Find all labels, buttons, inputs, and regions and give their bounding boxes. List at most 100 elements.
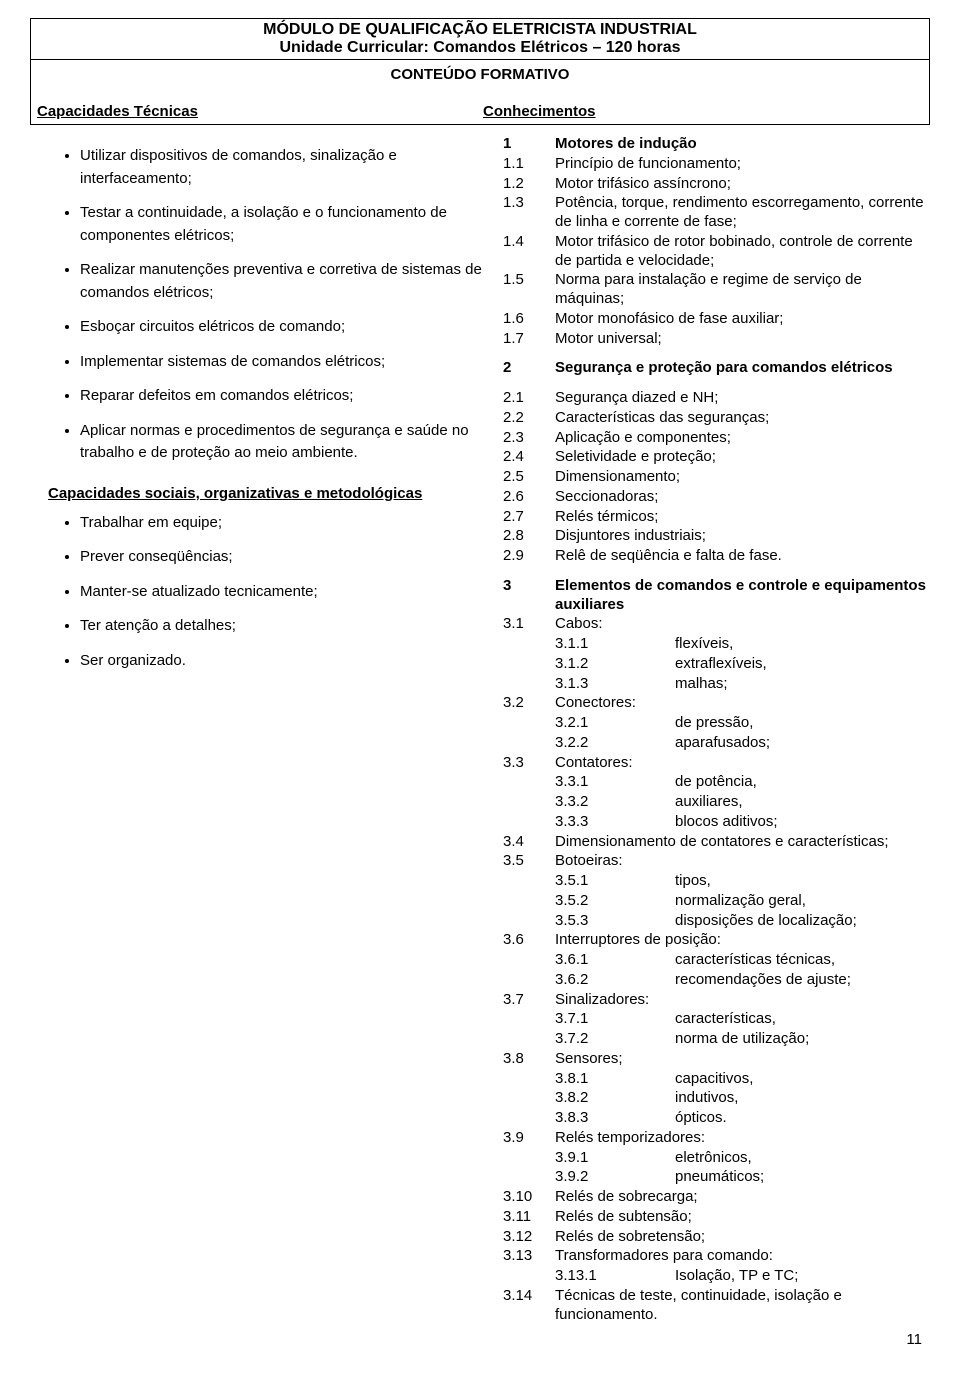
knowledge-line: 3.8Sensores; xyxy=(503,1050,930,1069)
knowledge-line: 3Elementos de comandos e controle e equi… xyxy=(503,577,930,615)
knowledge-line: 3.3Contatores: xyxy=(503,754,930,773)
knowledge-text: características técnicas, xyxy=(675,951,930,970)
cap-soc-item: Trabalhar em equipe; xyxy=(80,512,485,535)
knowledge-num: 1.3 xyxy=(503,194,555,232)
cap-tec-item: Aplicar normas e procedimentos de segura… xyxy=(80,420,485,465)
knowledge-text: Seccionadoras; xyxy=(555,488,930,507)
knowledge-line: 3.7Sinalizadores: xyxy=(503,991,930,1010)
knowledge-text: Elementos de comandos e controle e equip… xyxy=(555,577,930,615)
knowledge-text: de potência, xyxy=(675,773,930,792)
cap-soc-item: Ser organizado. xyxy=(80,650,485,673)
knowledge-text: recomendações de ajuste; xyxy=(675,971,930,990)
content-title: CONTEÚDO FORMATIVO xyxy=(37,66,923,103)
knowledge-line: 1.5Norma para instalação e regime de ser… xyxy=(503,271,930,309)
knowledge-line: 3.6Interruptores de posição: xyxy=(503,931,930,950)
knowledge-line: 3.2Conectores: xyxy=(503,694,930,713)
cap-soc-item: Manter-se atualizado tecnicamente; xyxy=(80,581,485,604)
knowledge-num: 3.7 xyxy=(503,991,555,1010)
knowledge-num: 3.7.2 xyxy=(503,1030,675,1049)
knowledge-text: Dimensionamento; xyxy=(555,468,930,487)
knowledge-text: Transformadores para comando: xyxy=(555,1247,930,1266)
knowledge-text: de pressão, xyxy=(675,714,930,733)
module-title: MÓDULO DE QUALIFICAÇÃO ELETRICISTA INDUS… xyxy=(37,21,923,39)
knowledge-text: Motor universal; xyxy=(555,330,930,349)
knowledge-text: Motor trifásico de rotor bobinado, contr… xyxy=(555,233,930,271)
knowledge-num: 3 xyxy=(503,577,555,615)
knowledge-text: pneumáticos; xyxy=(675,1168,930,1187)
knowledge-num: 3.2.2 xyxy=(503,734,675,753)
two-column-body: Utilizar dispositivos de comandos, sinal… xyxy=(48,135,930,1325)
knowledge-num: 1.1 xyxy=(503,155,555,174)
knowledge-line: 3.8.1capacitivos, xyxy=(503,1070,930,1089)
knowledge-line: 3.3.2auxiliares, xyxy=(503,793,930,812)
knowledge-line: 3.9.2pneumáticos; xyxy=(503,1168,930,1187)
knowledge-line: 2.5Dimensionamento; xyxy=(503,468,930,487)
knowledge-text: Cabos: xyxy=(555,615,930,634)
knowledge-text: Norma para instalação e regime de serviç… xyxy=(555,271,930,309)
knowledge-line: 3.14Técnicas de teste, continuidade, iso… xyxy=(503,1287,930,1325)
knowledge-line: 3.1.3malhas; xyxy=(503,675,930,694)
subtitle-box: CONTEÚDO FORMATIVO Capacidades Técnicas … xyxy=(30,60,930,125)
knowledge-line: 3.5.3disposições de localização; xyxy=(503,912,930,931)
knowledge-line: 3.1.2extraflexíveis, xyxy=(503,655,930,674)
knowledge-list: 1Motores de indução1.1Princípio de funci… xyxy=(503,135,930,1324)
knowledge-line: 3.5Botoeiras: xyxy=(503,852,930,871)
knowledge-line: 1.7Motor universal; xyxy=(503,330,930,349)
knowledge-num: 3.2.1 xyxy=(503,714,675,733)
knowledge-line: 2.6Seccionadoras; xyxy=(503,488,930,507)
knowledge-line: 3.13.1Isolação, TP e TC; xyxy=(503,1267,930,1286)
knowledge-text: Técnicas de teste, continuidade, isolaçã… xyxy=(555,1287,930,1325)
knowledge-line: 3.4Dimensionamento de contatores e carac… xyxy=(503,833,930,852)
knowledge-line: 1.4Motor trifásico de rotor bobinado, co… xyxy=(503,233,930,271)
knowledge-text: Contatores: xyxy=(555,754,930,773)
knowledge-num: 2.3 xyxy=(503,429,555,448)
cap-tec-item: Testar a continuidade, a isolação e o fu… xyxy=(80,202,485,247)
knowledge-num: 2.1 xyxy=(503,389,555,408)
cap-soc-item: Ter atenção a detalhes; xyxy=(80,615,485,638)
knowledge-text: norma de utilização; xyxy=(675,1030,930,1049)
knowledge-text: Relés térmicos; xyxy=(555,508,930,527)
knowledge-num: 3.9.2 xyxy=(503,1168,675,1187)
knowledge-num: 3.1 xyxy=(503,615,555,634)
knowledge-text: Relés de sobretensão; xyxy=(555,1228,930,1247)
knowledge-num: 1 xyxy=(503,135,555,154)
knowledge-text: Sinalizadores: xyxy=(555,991,930,1010)
knowledge-text: Relés de sobrecarga; xyxy=(555,1188,930,1207)
knowledge-line: 1.6Motor monofásico de fase auxiliar; xyxy=(503,310,930,329)
knowledge-num: 3.6 xyxy=(503,931,555,950)
knowledge-num: 2.6 xyxy=(503,488,555,507)
knowledge-num: 1.6 xyxy=(503,310,555,329)
knowledge-num: 2.5 xyxy=(503,468,555,487)
knowledge-gap xyxy=(503,567,930,577)
knowledge-line: 2.7Relés térmicos; xyxy=(503,508,930,527)
knowledge-text: Relê de seqüência e falta de fase. xyxy=(555,547,930,566)
cap-tec-item: Esboçar circuitos elétricos de comando; xyxy=(80,316,485,339)
knowledge-num: 1.7 xyxy=(503,330,555,349)
knowledge-line: 3.2.1de pressão, xyxy=(503,714,930,733)
knowledge-text: Aplicação e componentes; xyxy=(555,429,930,448)
knowledge-num: 2.8 xyxy=(503,527,555,546)
knowledge-text: Botoeiras: xyxy=(555,852,930,871)
knowledge-num: 3.3.1 xyxy=(503,773,675,792)
knowledge-num: 3.5 xyxy=(503,852,555,871)
knowledge-text: Potência, torque, rendimento escorregame… xyxy=(555,194,930,232)
knowledge-text: tipos, xyxy=(675,872,930,891)
knowledge-num: 3.5.2 xyxy=(503,892,675,911)
knowledge-line: 2.3Aplicação e componentes; xyxy=(503,429,930,448)
knowledge-num: 3.5.3 xyxy=(503,912,675,931)
knowledge-num: 2.4 xyxy=(503,448,555,467)
knowledge-line: 2.8Disjuntores industriais; xyxy=(503,527,930,546)
knowledge-line: 2.2Características das seguranças; xyxy=(503,409,930,428)
knowledge-num: 1.4 xyxy=(503,233,555,271)
knowledge-num: 3.13.1 xyxy=(503,1267,675,1286)
knowledge-text: Dimensionamento de contatores e caracter… xyxy=(555,833,930,852)
knowledge-text: malhas; xyxy=(675,675,930,694)
cap-soc-list: Trabalhar em equipe;Prever conseqüências… xyxy=(58,512,485,673)
knowledge-text: blocos aditivos; xyxy=(675,813,930,832)
page: MÓDULO DE QUALIFICAÇÃO ELETRICISTA INDUS… xyxy=(0,0,960,1378)
knowledge-num: 3.9.1 xyxy=(503,1149,675,1168)
knowledge-text: Relés de subtensão; xyxy=(555,1208,930,1227)
cap-tec-item: Implementar sistemas de comandos elétric… xyxy=(80,351,485,374)
knowledge-num: 3.6.2 xyxy=(503,971,675,990)
knowledge-line: 3.3.1de potência, xyxy=(503,773,930,792)
